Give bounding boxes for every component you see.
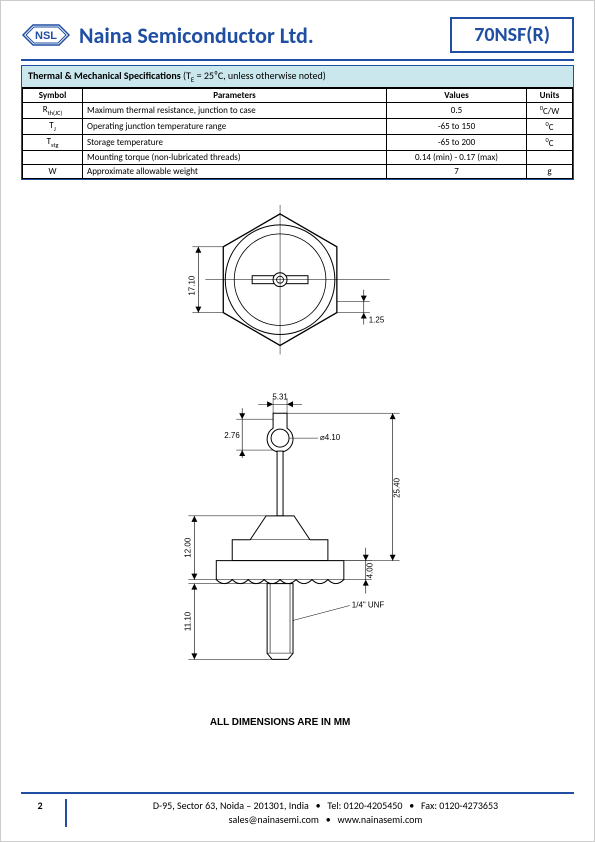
table-row: WApproximate allowable weight7g	[23, 165, 573, 179]
table-row: Mounting torque (non-lubricated threads)…	[23, 151, 573, 165]
company-name: Naina Semiconductor Ltd.	[79, 22, 450, 49]
spec-table-title: Thermal & Mechanical Specifications (TE …	[22, 66, 573, 88]
thermal-mechanical-spec-table: Thermal & Mechanical Specifications (TE …	[21, 65, 574, 180]
table-row: TstgStorage temperature-65 to 2000C	[23, 135, 573, 151]
drawing-caption: ALL DIMENSIONS ARE IN MM	[210, 717, 350, 728]
col-header-units: Units	[527, 89, 573, 103]
table-header-row: Symbol Parameters Values Units	[23, 89, 573, 103]
col-header-values: Values	[387, 89, 527, 103]
svg-text:17.10: 17.10	[187, 275, 196, 296]
page-footer: 2 D-95, Sector 63, Noida – 201301, India…	[21, 792, 574, 827]
table-row: TJOperating junction temperature range-6…	[23, 119, 573, 135]
svg-text:12.00: 12.00	[183, 537, 192, 558]
svg-text:5.31: 5.31	[272, 392, 288, 401]
svg-text:11.10: 11.10	[183, 611, 192, 631]
col-header-symbol: Symbol	[23, 89, 83, 103]
page-number: 2	[21, 799, 67, 827]
svg-text:⌀4.10: ⌀4.10	[320, 433, 341, 442]
col-header-parameters: Parameters	[83, 89, 387, 103]
svg-text:4.00: 4.00	[366, 562, 375, 578]
svg-text:1.25: 1.25	[369, 316, 385, 325]
table-row: Rth(JC)Maximum thermal resistance, junct…	[23, 103, 573, 119]
spec-table-grid: Symbol Parameters Values Units Rth(JC)Ma…	[22, 88, 573, 179]
svg-text:NSL: NSL	[35, 30, 57, 42]
svg-text:2.76: 2.76	[224, 431, 240, 440]
footer-contact: D-95, Sector 63, Noida – 201301, India •…	[77, 799, 574, 827]
part-number-box: 70NSF(R)	[450, 17, 574, 53]
page-header: NSL Naina Semiconductor Ltd. 70NSF(R)	[21, 17, 574, 61]
svg-text:25.40: 25.40	[393, 477, 402, 498]
mechanical-drawing: 17.10 1.25 5.31 2.76	[21, 191, 574, 751]
company-logo-icon: NSL	[21, 22, 71, 48]
svg-text:1/4" UNF: 1/4" UNF	[352, 601, 385, 610]
